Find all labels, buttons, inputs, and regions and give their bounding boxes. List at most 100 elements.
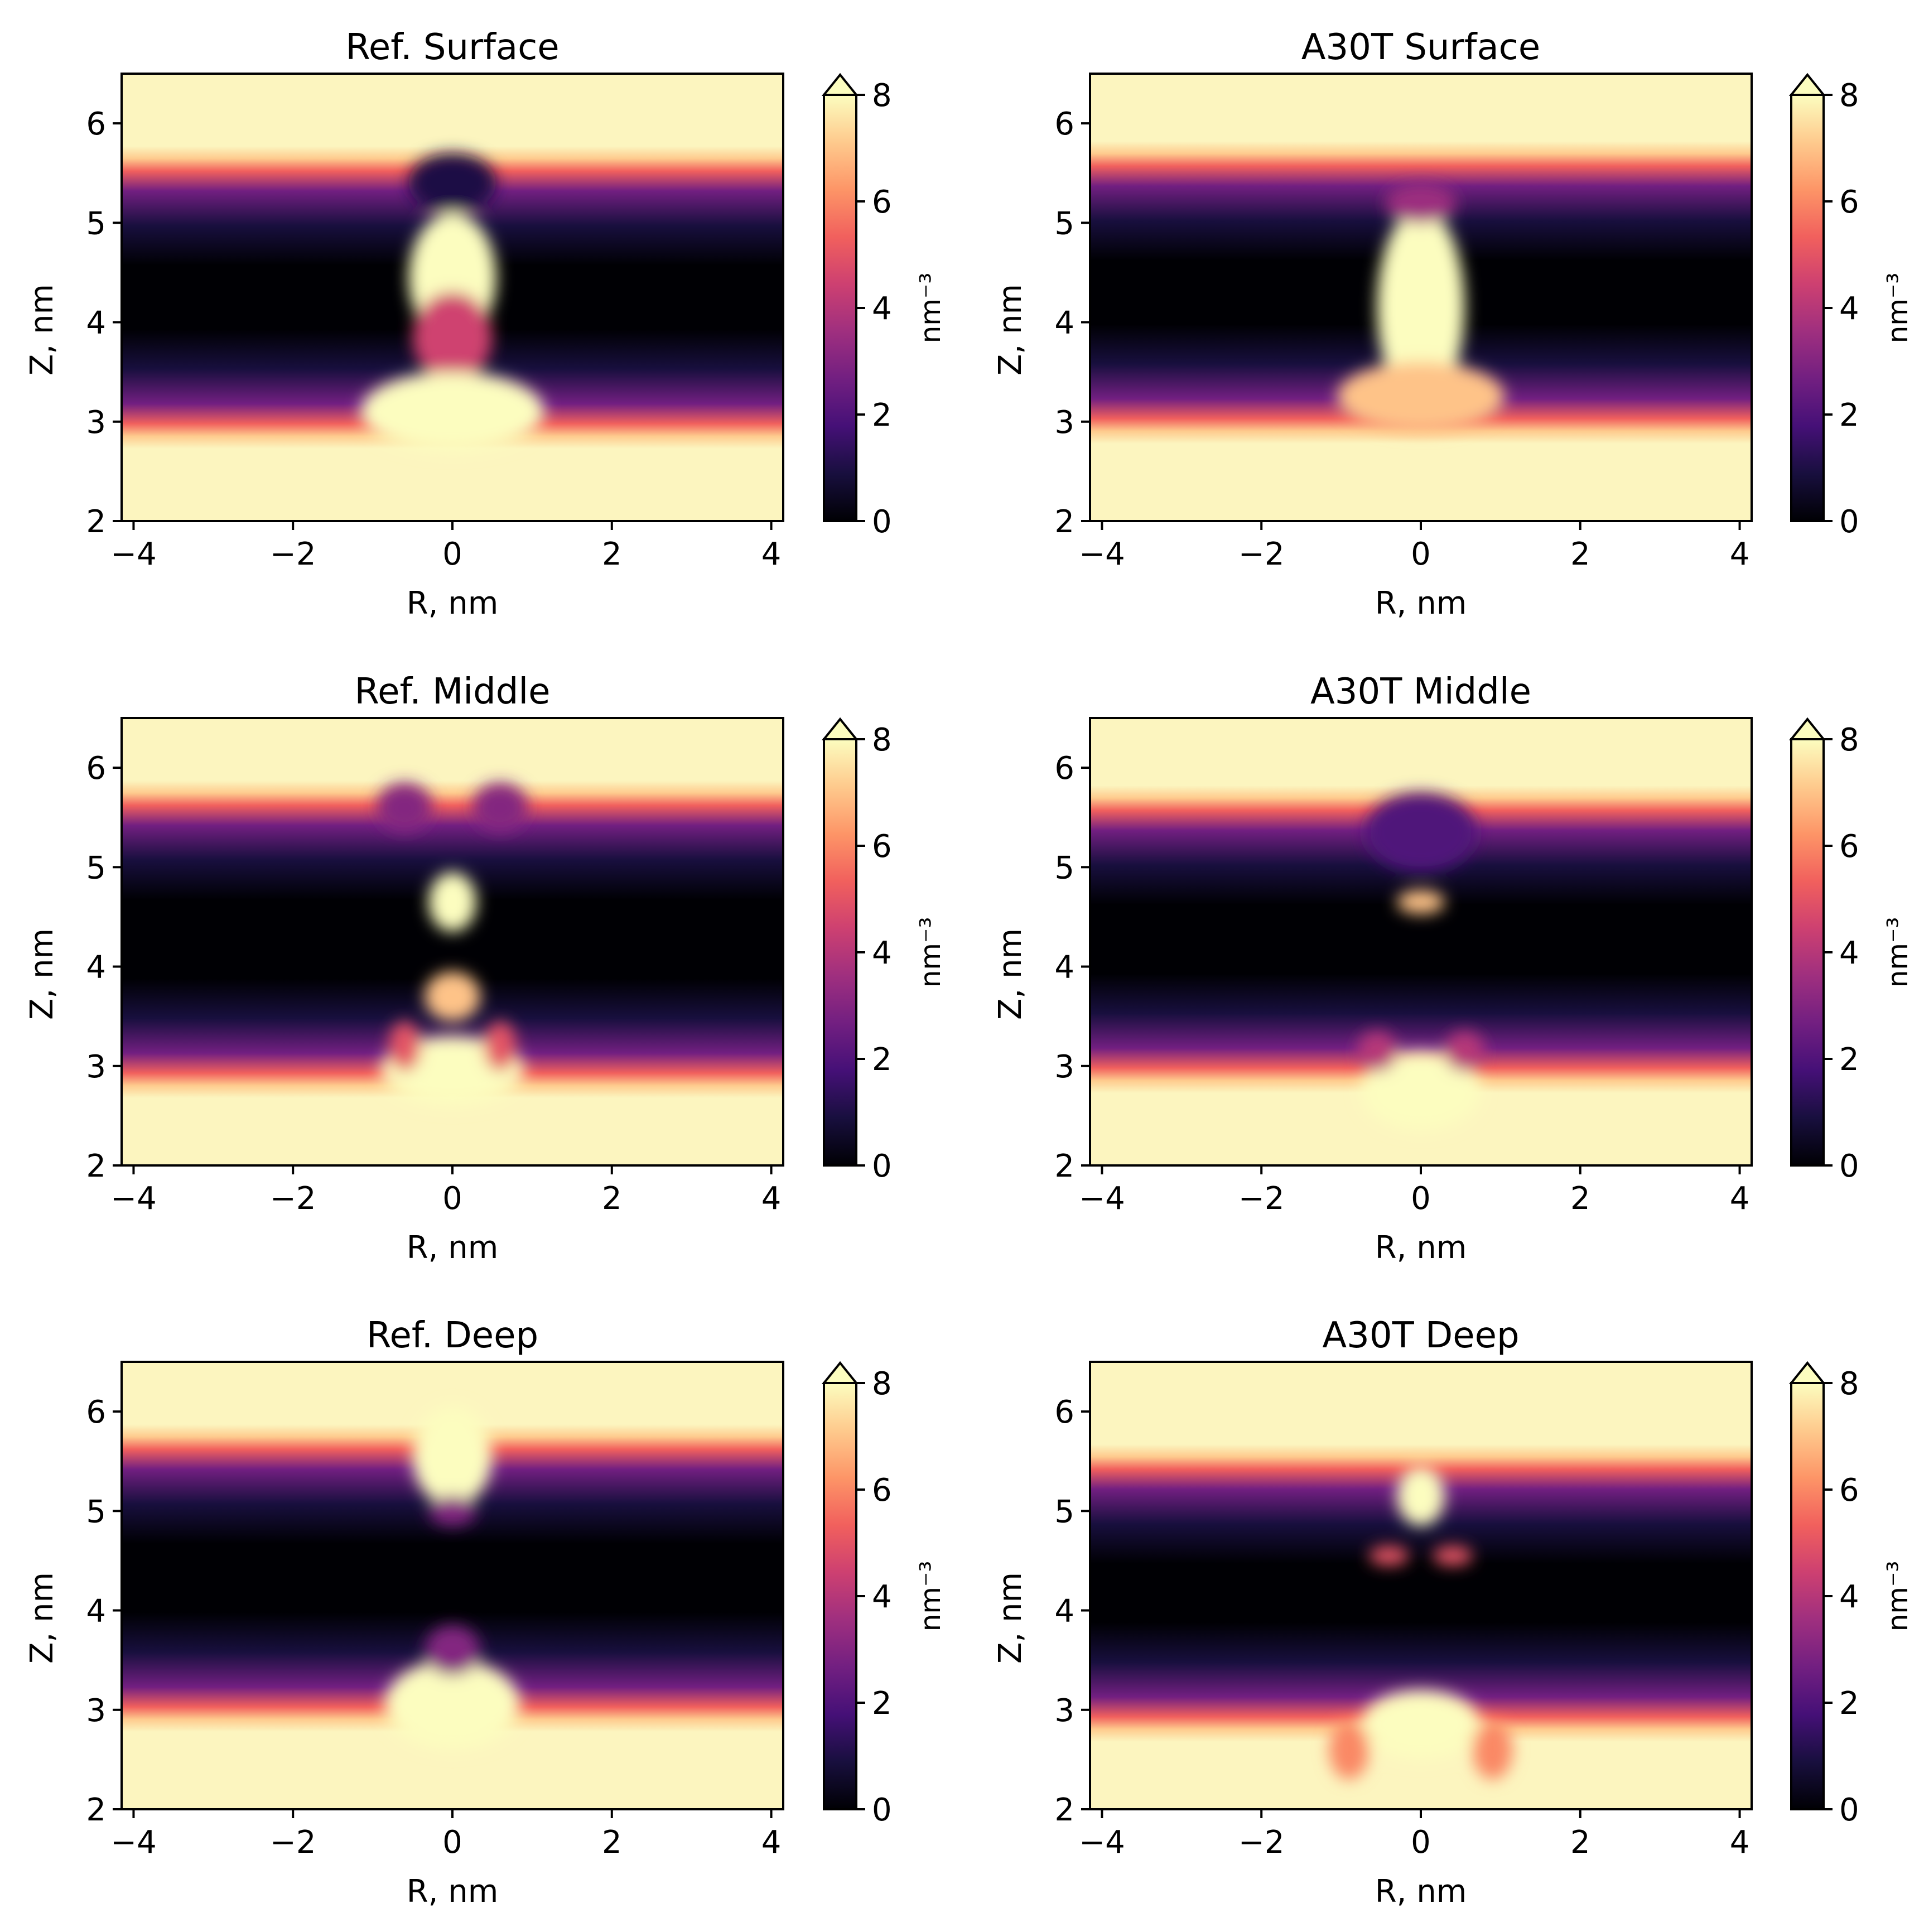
- heatmap-panel: −4 −2 0 2 4 2 3 4 5 6 A30T Middle R, nm Z, nm 0 2 4 6 8 nm…: [992, 671, 1914, 1266]
- density-feature: [484, 1021, 517, 1071]
- y-tick-label: 4: [86, 305, 106, 341]
- density-feature: [424, 971, 481, 1022]
- colorbar-tick-label: 8: [1839, 78, 1859, 114]
- y-tick-label: 6: [1054, 106, 1074, 142]
- panel-title: Ref. Middle: [355, 671, 551, 712]
- y-tick-label: 4: [1054, 1593, 1074, 1630]
- x-axis-label: R, nm: [407, 1873, 499, 1910]
- colorbar-tick-label: 6: [872, 184, 892, 220]
- y-tick-label: 6: [86, 1394, 106, 1430]
- colorbar-label: nm⁻³: [914, 1561, 947, 1632]
- y-tick-label: 4: [1054, 305, 1074, 341]
- colorbar-extend-arrow: [821, 1361, 859, 1384]
- x-tick-label: 0: [442, 1181, 462, 1217]
- heatmap-area: [122, 74, 783, 521]
- colorbar-tick-label: 4: [1839, 935, 1859, 971]
- density-feature: [1369, 1545, 1409, 1566]
- y-axis-label: Z, nm: [992, 1572, 1029, 1664]
- colorbar-extend-arrow: [821, 717, 859, 740]
- y-tick-label: 5: [86, 205, 106, 242]
- panel-title: A30T Deep: [1322, 1315, 1519, 1356]
- x-axis-label: R, nm: [407, 1230, 499, 1266]
- colorbar: 0 2 4 6 8 nm⁻³: [821, 1361, 947, 1828]
- heatmap-area: [1090, 74, 1752, 521]
- density-feature: [388, 1021, 421, 1071]
- density-feature: [472, 782, 528, 832]
- y-tick-label: 5: [1054, 850, 1074, 886]
- density-feature: [428, 1496, 476, 1526]
- density-feature: [1433, 1545, 1473, 1566]
- density-feature: [1361, 1690, 1481, 1760]
- colorbar-tick-label: 8: [1839, 1366, 1859, 1402]
- y-axis-label: Z, nm: [24, 1572, 60, 1664]
- x-tick-label: −2: [270, 1824, 316, 1861]
- colorbar-label: nm⁻³: [1882, 273, 1914, 344]
- colorbar-tick-label: 8: [872, 1366, 892, 1402]
- density-feature: [412, 1406, 493, 1506]
- x-tick-label: 0: [1411, 536, 1431, 572]
- y-tick-label: 2: [86, 1792, 106, 1828]
- colorbar-label: nm⁻³: [1882, 917, 1914, 988]
- colorbar-tick-label: 6: [872, 828, 892, 865]
- colorbar-tick-label: 2: [1839, 1042, 1859, 1078]
- colorbar-tick-label: 4: [872, 291, 892, 327]
- colorbar-ramp: [824, 739, 856, 1165]
- heatmap-panel: −4 −2 0 2 4 2 3 4 5 6 A30T Surface R, nm Z, nm 0 2 4 6 8 n…: [992, 27, 1914, 621]
- colorbar-ramp: [1791, 739, 1824, 1165]
- x-tick-label: 4: [761, 1824, 782, 1861]
- x-tick-label: 2: [1570, 1181, 1590, 1217]
- colorbar-tick-label: 2: [1839, 397, 1859, 433]
- density-feature: [377, 782, 433, 832]
- x-tick-label: −2: [1238, 1824, 1285, 1861]
- heatmap-area: [122, 1362, 783, 1809]
- x-tick-label: 2: [602, 536, 622, 572]
- panel-title: Ref. Deep: [367, 1315, 538, 1356]
- x-axis-label: R, nm: [1375, 1873, 1467, 1910]
- y-tick-label: 2: [1054, 1148, 1074, 1184]
- x-tick-label: −2: [270, 536, 316, 572]
- y-tick-label: 5: [1054, 205, 1074, 242]
- colorbar-tick-label: 6: [1839, 184, 1859, 220]
- pore-density: [1337, 183, 1505, 432]
- y-axis-label: Z, nm: [24, 284, 60, 375]
- density-feature: [408, 153, 496, 213]
- y-tick-label: 5: [86, 850, 106, 886]
- heatmap-panel: −4 −2 0 2 4 2 3 4 5 6 Ref. Middle R, nm Z, nm 0 2 4 6 8 nm…: [24, 671, 947, 1266]
- colorbar-tick-label: 0: [1839, 1148, 1859, 1184]
- colorbar-tick-label: 6: [1839, 1472, 1859, 1509]
- density-feature: [384, 1660, 520, 1750]
- y-tick-label: 2: [86, 1148, 106, 1184]
- heatmap-area: [1090, 1362, 1752, 1809]
- colorbar-label: nm⁻³: [914, 917, 947, 988]
- y-tick-label: 6: [86, 106, 106, 142]
- colorbar: 0 2 4 6 8 nm⁻³: [1788, 73, 1914, 540]
- colorbar-tick-label: 2: [872, 1685, 892, 1722]
- colorbar-ramp: [1791, 95, 1824, 521]
- x-tick-label: −4: [110, 1824, 157, 1861]
- density-feature: [1357, 1031, 1397, 1071]
- density-feature: [360, 372, 544, 452]
- pore-density: [384, 1406, 520, 1750]
- y-axis-label: Z, nm: [992, 284, 1029, 375]
- y-tick-label: 5: [1054, 1493, 1074, 1530]
- pore-density: [1357, 792, 1485, 1131]
- x-tick-label: −4: [1079, 536, 1125, 572]
- y-tick-label: 3: [1054, 404, 1074, 441]
- colorbar-label: nm⁻³: [1882, 1561, 1914, 1632]
- colorbar-tick-label: 8: [872, 722, 892, 758]
- density-feature: [1472, 1719, 1513, 1780]
- colorbar-tick-label: 2: [872, 1042, 892, 1078]
- panel-title: A30T Surface: [1301, 27, 1540, 68]
- y-tick-label: 3: [86, 1049, 106, 1085]
- y-tick-label: 6: [1054, 750, 1074, 787]
- heatmap-area: [122, 718, 783, 1165]
- x-tick-label: 2: [1570, 1824, 1590, 1861]
- colorbar-tick-label: 2: [1839, 1685, 1859, 1722]
- x-tick-label: 4: [1730, 1824, 1750, 1861]
- x-tick-label: 0: [442, 1824, 462, 1861]
- x-axis-label: R, nm: [1375, 585, 1467, 621]
- colorbar-extend-arrow: [1788, 717, 1826, 740]
- colorbar-tick-label: 6: [1839, 828, 1859, 865]
- x-tick-label: −4: [110, 1181, 157, 1217]
